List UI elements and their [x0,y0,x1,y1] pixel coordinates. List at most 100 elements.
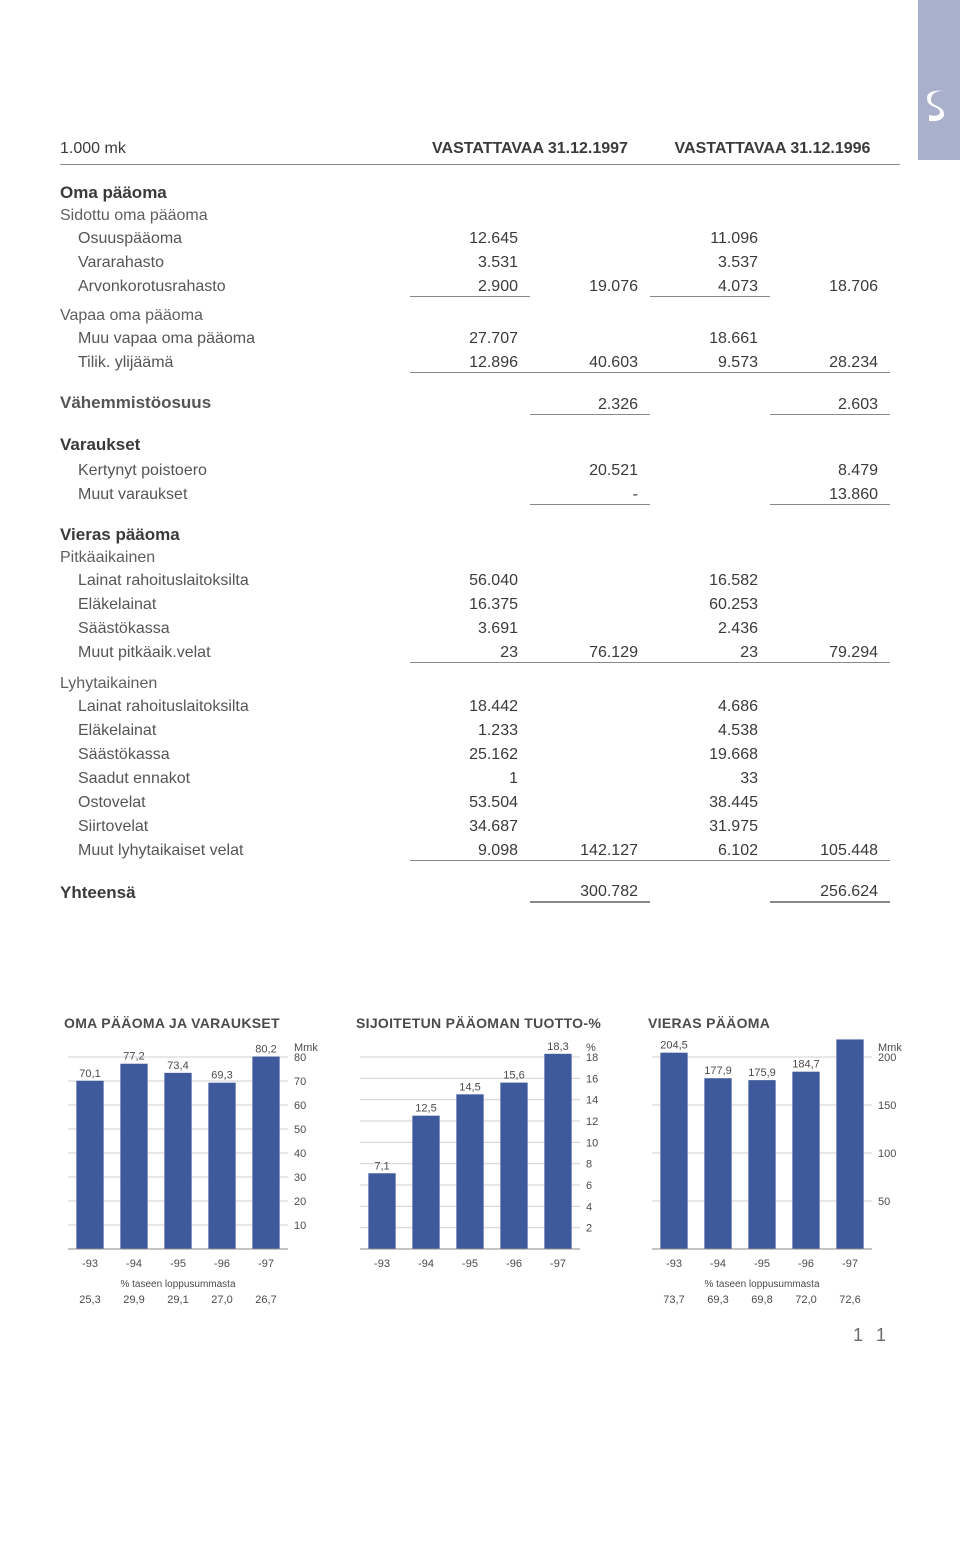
svg-text:14: 14 [586,1095,598,1107]
table-row: Muut pitkäaik.velat 2376.129 2379.294 [60,641,900,665]
svg-text:69,3: 69,3 [211,1070,232,1082]
subsection-title: Lyhytaikainen [60,675,900,693]
svg-text:177,9: 177,9 [704,1065,732,1077]
svg-text:-96: -96 [214,1258,230,1270]
table-row: Arvonkorotusrahasto 2.90019.076 4.07318.… [60,275,900,299]
svg-text:4: 4 [586,1201,592,1213]
section-title: Varaukset [60,435,900,455]
svg-text:8: 8 [586,1159,592,1171]
svg-text:-95: -95 [462,1258,478,1270]
svg-text:16: 16 [586,1073,598,1085]
svg-text:10: 10 [294,1220,306,1232]
col-1997: VASTATTAVAA 31.12.1997 [410,140,650,158]
svg-text:-97: -97 [842,1258,858,1270]
svg-text:20: 20 [294,1196,306,1208]
subsection-title: Vapaa oma pääoma [60,307,900,325]
page-body: 1.000 mk VASTATTAVAA 31.12.1997 VASTATTA… [0,0,960,1376]
svg-text:10: 10 [586,1137,598,1149]
svg-text:72,6: 72,6 [839,1294,860,1306]
svg-text:204,5: 204,5 [660,1040,688,1052]
section-yhteensa: Yhteensä 300.782 256.624 [60,881,900,905]
section-title: Oma pääoma [60,183,900,203]
svg-text:100: 100 [878,1148,896,1160]
svg-text:-96: -96 [506,1258,522,1270]
page-number: 1 1 [60,1325,900,1346]
table-row: Muut lyhytaikaiset velat 9.098142.127 6.… [60,839,900,863]
table-row: Muu vapaa oma pääoma 27.707 18.661 [60,327,900,351]
table-row: Tilik. ylijäämä 12.89640.603 9.57328.234 [60,351,900,375]
svg-text:72,0: 72,0 [795,1294,816,1306]
svg-text:26,7: 26,7 [255,1294,276,1306]
svg-text:Mmk: Mmk [294,1042,318,1054]
table-row: Kertynyt poistoero 20.521 8.479 [60,459,900,483]
table-row: Osuuspääoma 12.645 11.096 [60,227,900,251]
svg-text:-97: -97 [550,1258,566,1270]
svg-text:6: 6 [586,1180,592,1192]
chart-svg: 50100150200Mmk204,5-93177,9-94175,9-9518… [648,1039,908,1319]
svg-text:80,2: 80,2 [255,1044,276,1056]
svg-text:Mmk: Mmk [878,1042,902,1054]
svg-text:70: 70 [294,1076,306,1088]
section-vieras-paaoma: Vieras pääoma Pitkäaikainen Lainat rahoi… [60,525,900,863]
chart-vieras-paaoma: VIERAS PÄÄOMA 50100150200Mmk204,5-93177,… [648,1015,908,1319]
table-row: Lainat rahoituslaitoksilta 18.442 4.686 [60,695,900,719]
table-row: Yhteensä 300.782 256.624 [60,881,900,905]
svg-text:14,5: 14,5 [459,1081,480,1093]
svg-text:70,1: 70,1 [79,1068,100,1080]
chart-svg: 24681012141618%7,1-9312,5-9414,5-9515,6-… [356,1039,616,1319]
svg-text:40: 40 [294,1148,306,1160]
table-row: Säästökassa 25.162 19.668 [60,743,900,767]
svg-text:29,1: 29,1 [167,1294,188,1306]
unit-label: 1.000 mk [60,140,410,158]
table-row: Siirtovelat 34.687 31.975 [60,815,900,839]
svg-text:77,2: 77,2 [123,1051,144,1063]
svg-text:150: 150 [878,1100,896,1112]
svg-text:69,8: 69,8 [751,1294,772,1306]
table-row: Ostovelat 53.504 38.445 [60,791,900,815]
svg-text:% taseen loppusummasta: % taseen loppusummasta [704,1279,820,1290]
table-row: Eläkelainat 16.375 60.253 [60,593,900,617]
col-1996: VASTATTAVAA 31.12.1996 [650,140,895,158]
table-row: Muut varaukset - 13.860 [60,483,900,507]
svg-text:184,7: 184,7 [792,1059,820,1071]
svg-text:73,4: 73,4 [167,1060,188,1072]
svg-text:-94: -94 [418,1258,434,1270]
svg-text:25,3: 25,3 [79,1294,100,1306]
svg-text:29,9: 29,9 [123,1294,144,1306]
svg-text:-94: -94 [710,1258,726,1270]
chart-oma-paaoma: OMA PÄÄOMA JA VARAUKSET 1020304050607080… [64,1015,324,1319]
svg-text:%: % [586,1042,596,1054]
svg-text:50: 50 [878,1196,890,1208]
subsection-title: Sidottu oma pääoma [60,207,900,225]
svg-text:18,3: 18,3 [547,1041,568,1053]
table-row: Lainat rahoituslaitoksilta 56.040 16.582 [60,569,900,593]
section-varaukset: Varaukset Kertynyt poistoero 20.521 8.47… [60,435,900,507]
table-row: Vähemmistöosuus 2.326 2.603 [60,393,900,417]
svg-text:73,7: 73,7 [663,1294,684,1306]
svg-text:30: 30 [294,1172,306,1184]
charts-row: OMA PÄÄOMA JA VARAUKSET 1020304050607080… [60,1015,900,1319]
table-header-row: 1.000 mk VASTATTAVAA 31.12.1997 VASTATTA… [60,140,900,165]
svg-text:% taseen loppusummasta: % taseen loppusummasta [120,1279,236,1290]
chart-sijoitetun-tuotto: SIJOITETUN PÄÄOMAN TUOTTO-% 246810121416… [356,1015,616,1319]
table-row: Saadut ennakot 1 33 [60,767,900,791]
svg-text:2: 2 [586,1223,592,1235]
table-row: Säästökassa 3.691 2.436 [60,617,900,641]
svg-text:27,0: 27,0 [211,1294,232,1306]
svg-text:69,3: 69,3 [707,1294,728,1306]
svg-text:-93: -93 [82,1258,98,1270]
svg-text:15,6: 15,6 [503,1070,524,1082]
section-oma-paaoma: Oma pääoma Sidottu oma pääoma Osuuspääom… [60,183,900,375]
svg-text:7,1: 7,1 [374,1160,389,1172]
svg-text:-95: -95 [754,1258,770,1270]
table-row: Vararahasto 3.531 3.537 [60,251,900,275]
s-logo-icon [922,85,956,129]
table-row: Eläkelainat 1.233 4.538 [60,719,900,743]
svg-text:-95: -95 [170,1258,186,1270]
svg-text:-93: -93 [666,1258,682,1270]
svg-text:50: 50 [294,1124,306,1136]
subsection-title: Pitkäaikainen [60,549,900,567]
section-title: Vieras pääoma [60,525,900,545]
svg-text:12: 12 [586,1116,598,1128]
svg-text:-94: -94 [126,1258,142,1270]
